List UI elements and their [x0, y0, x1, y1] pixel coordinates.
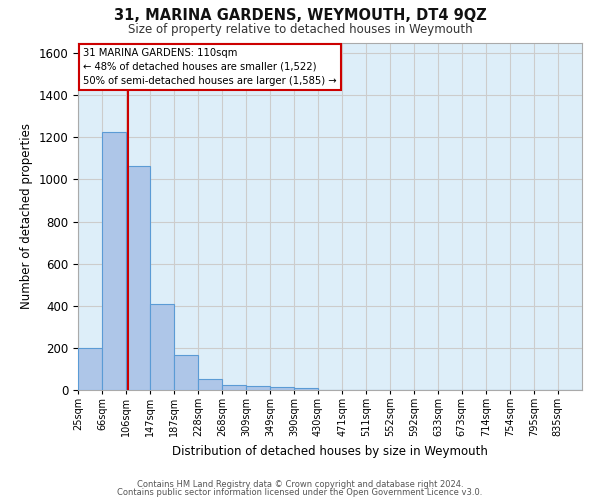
Bar: [150, 304, 174, 390]
Bar: [246, 386, 270, 390]
Bar: [198, 380, 222, 390]
Text: Size of property relative to detached houses in Weymouth: Size of property relative to detached ho…: [128, 22, 472, 36]
Text: 31, MARINA GARDENS, WEYMOUTH, DT4 9QZ: 31, MARINA GARDENS, WEYMOUTH, DT4 9QZ: [113, 8, 487, 22]
Bar: [222, 384, 246, 390]
Bar: [294, 388, 318, 390]
Bar: [78, 348, 102, 390]
Bar: [174, 355, 198, 390]
Bar: [126, 166, 150, 390]
Text: 31 MARINA GARDENS: 110sqm
← 48% of detached houses are smaller (1,522)
50% of se: 31 MARINA GARDENS: 110sqm ← 48% of detac…: [83, 48, 337, 86]
Y-axis label: Number of detached properties: Number of detached properties: [20, 123, 33, 309]
Text: Contains HM Land Registry data © Crown copyright and database right 2024.: Contains HM Land Registry data © Crown c…: [137, 480, 463, 489]
X-axis label: Distribution of detached houses by size in Weymouth: Distribution of detached houses by size …: [172, 445, 488, 458]
Text: Contains public sector information licensed under the Open Government Licence v3: Contains public sector information licen…: [118, 488, 482, 497]
Bar: [102, 132, 126, 390]
Bar: [270, 388, 294, 390]
